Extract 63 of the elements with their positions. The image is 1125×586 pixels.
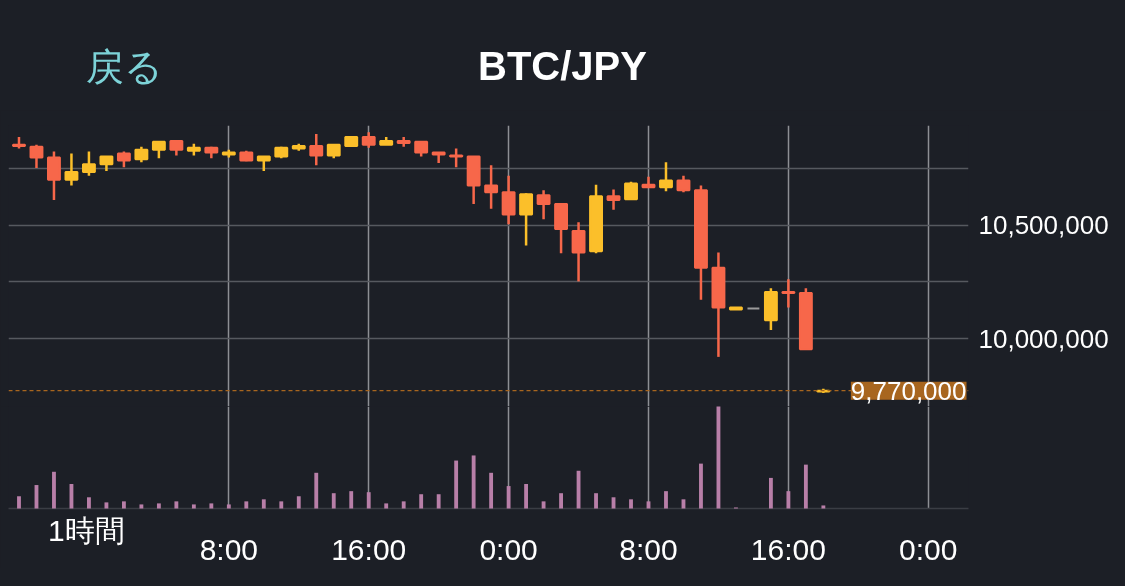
candlestick: [47, 150, 61, 202]
bar: [209, 503, 214, 509]
text: 1時間: [48, 514, 125, 547]
candlestick: [449, 147, 464, 169]
bar: [226, 504, 231, 509]
bar: [506, 486, 511, 509]
x-tick-label: 0:00: [479, 532, 538, 566]
ref-line-label: 9,770,000: [850, 375, 967, 406]
bar: [314, 472, 319, 509]
bar: [296, 496, 301, 509]
y-tick-label: 10,500,000: [978, 210, 1109, 241]
bar: [803, 464, 808, 509]
bar: [471, 455, 476, 509]
bar: [559, 493, 563, 509]
bar: [541, 501, 546, 509]
bar: [768, 477, 773, 509]
bar: [384, 503, 389, 509]
bar: [174, 501, 179, 509]
bar: [699, 463, 703, 509]
bar: [17, 496, 21, 509]
bar: [786, 491, 791, 509]
bar: [821, 505, 826, 509]
x-tick-label: 8:00: [619, 532, 678, 566]
bar: [454, 460, 459, 509]
y-tick-label: 10,000,000: [978, 323, 1109, 354]
bar: [524, 484, 529, 509]
candlestick: [781, 278, 796, 309]
candlestick: [659, 160, 673, 193]
x-tick-label: 16:00: [331, 532, 407, 566]
candlestick: [81, 150, 96, 178]
bar: [419, 494, 424, 509]
bar: [594, 493, 598, 509]
bar: [366, 492, 371, 509]
candlestick: [501, 174, 516, 226]
bar: [121, 501, 126, 509]
candlestick: [29, 143, 44, 170]
bar: [279, 501, 284, 509]
bar: [261, 499, 266, 509]
bar: [156, 503, 161, 509]
bar: [629, 499, 633, 509]
bar: [191, 504, 196, 509]
x-tick-label: 8:00: [199, 532, 259, 566]
candlestick: [571, 221, 586, 283]
candlestick: [606, 188, 621, 212]
bar: [139, 504, 144, 509]
x-tick-label: 16:00: [750, 532, 826, 566]
bar: [52, 471, 56, 509]
bar: [664, 491, 668, 509]
bar: [244, 501, 249, 509]
x-tick-label: 0:00: [899, 532, 958, 566]
bar: [489, 472, 494, 509]
bar: [349, 491, 354, 509]
bar: [436, 494, 441, 509]
candlestick: [536, 189, 551, 221]
bar: [331, 493, 336, 509]
candlestick: [484, 163, 499, 210]
candlestick: [519, 192, 534, 247]
chart-title: BTC/JPY: [478, 44, 647, 88]
candlestick: [64, 152, 79, 187]
candlestick: [309, 132, 324, 167]
bar: [401, 501, 406, 509]
text: 戻る: [86, 45, 163, 90]
bar: [87, 497, 91, 509]
